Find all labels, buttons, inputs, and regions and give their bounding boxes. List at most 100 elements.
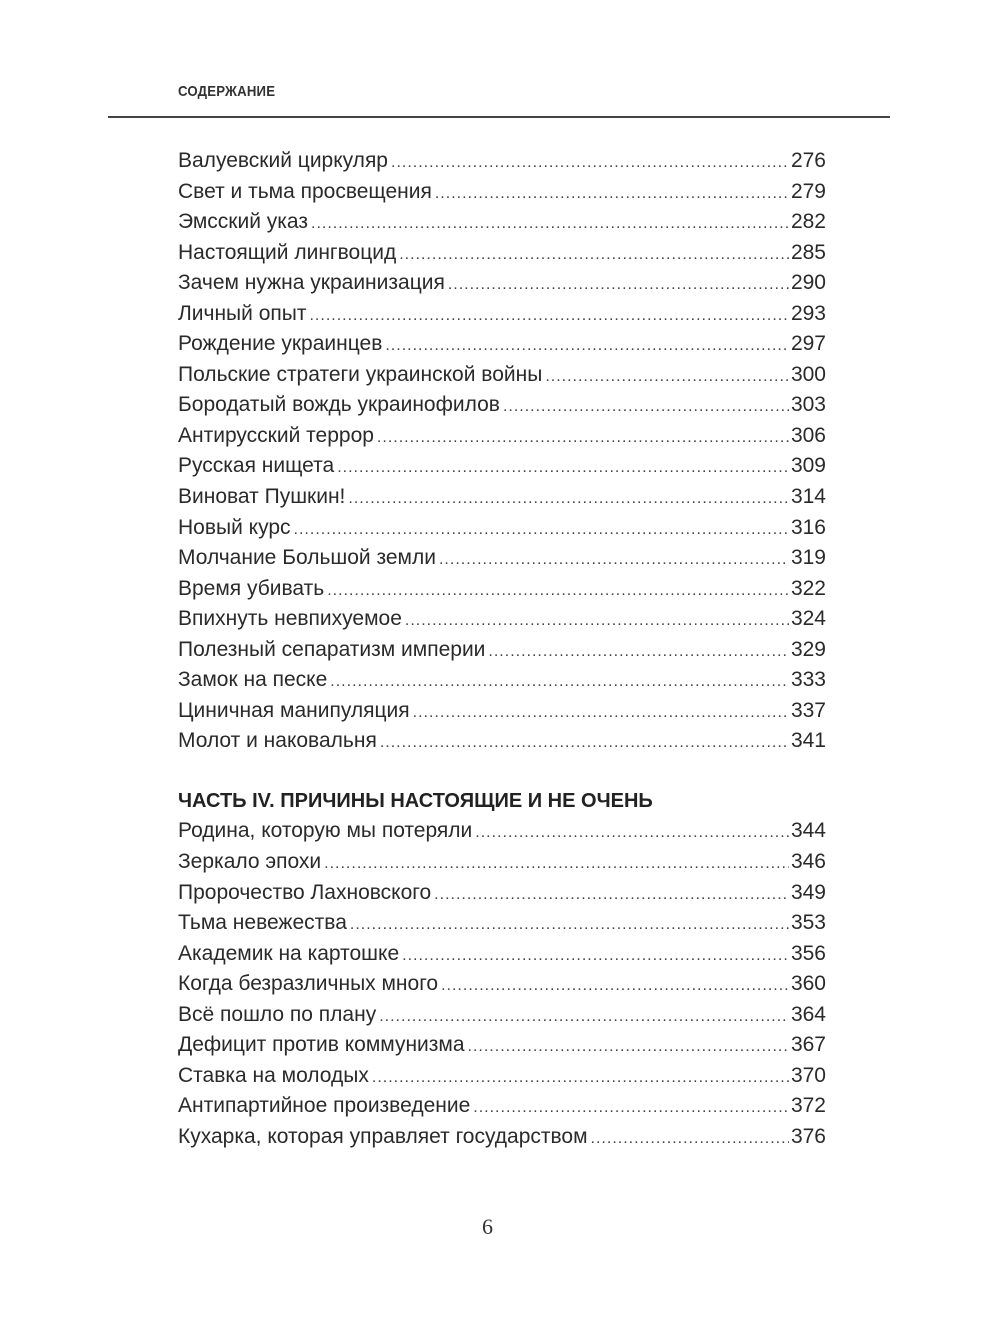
dot-leader (545, 362, 789, 393)
toc-entry: Впихнуть невпихуемое 324 (178, 604, 826, 635)
dot-leader (330, 667, 789, 698)
toc-entry-title: Валуевский циркуляр (178, 149, 388, 172)
dot-leader (503, 392, 789, 423)
toc-entry: Молчание Большой земли 319 (178, 543, 826, 574)
toc-entry-page: 356 (790, 941, 826, 965)
dot-leader (591, 1124, 789, 1155)
toc-entry: Полезный сепаратизм империи 329 (178, 635, 826, 666)
toc-entry-title: Русская нищета (178, 454, 335, 478)
toc-entry-page: 353 (790, 911, 826, 935)
toc-entry-title: Родина, которую мы потеряли (178, 819, 473, 843)
toc-entry-page: 333 (790, 668, 826, 692)
toc-entry-page: 279 (790, 179, 826, 203)
dot-leader (435, 179, 789, 210)
toc-entry: Академик на картошке 356 (178, 939, 826, 970)
toc-entry-title: Антипартийное произведение (178, 1094, 471, 1118)
dot-leader (377, 423, 789, 454)
toc-entry: Личный опыт 293 (178, 299, 826, 330)
header-rule (108, 116, 890, 118)
toc-entry-page: 290 (790, 271, 826, 295)
dot-leader (379, 1002, 789, 1033)
toc-entry-page: 329 (790, 637, 826, 661)
dot-leader (475, 818, 789, 849)
toc-entry-page: 282 (790, 210, 826, 234)
toc-entry-page: 376 (790, 1124, 826, 1148)
toc-entry-title: Польские стратеги украинской войны (178, 362, 543, 386)
toc-entry-title: Зачем нужна украинизация (178, 271, 445, 295)
page-number: 6 (482, 1214, 493, 1239)
toc-entry-title: Кухарка, которая управляет государством (178, 1124, 588, 1148)
toc-entry: Бородатый вождь украинофилов 303 (178, 390, 826, 421)
toc-entry: Эмсский указ 282 (178, 207, 826, 238)
toc-entry-page: 337 (790, 698, 826, 722)
dot-leader (391, 148, 789, 179)
toc-entry: Русская нищета 309 (178, 451, 826, 482)
toc-entry-title: Бородатый вождь украинофилов (178, 393, 500, 417)
toc-entry-title: Когда безразличных много (178, 972, 439, 996)
toc-entry-title: Замок на песке (178, 668, 328, 692)
toc-entry: Ставка на молодых 370 (178, 1061, 826, 1092)
toc-entry: Кухарка, которая управляет государством 3… (178, 1122, 826, 1153)
toc-entry-title: Академик на картошке (178, 941, 400, 965)
toc-entry-page: 306 (790, 423, 826, 447)
toc-entry-page: 370 (790, 1063, 826, 1087)
dot-leader (309, 301, 788, 332)
toc-entry: Виноват Пушкин! 314 (178, 482, 826, 513)
running-head: СОДЕРЖАНИЕ (178, 83, 276, 100)
toc-entry: Валуевский циркуляр 276 (178, 146, 826, 177)
toc-entry: Замок на песке 333 (178, 665, 826, 696)
toc-entry-page: 364 (790, 1002, 826, 1026)
toc-section-2: Родина, которую мы потеряли 344 Зеркало эп… (178, 816, 826, 1152)
toc-entry: Настоящий лингвоцид 285 (178, 238, 826, 269)
toc-entry-title: Впихнуть невпихуемое (178, 607, 402, 631)
toc-entry-page: 285 (790, 240, 826, 264)
toc-entry-page: 276 (790, 149, 826, 172)
toc-entry-title: Молот и наковальня (178, 729, 377, 753)
dot-leader (327, 576, 789, 607)
toc-entry-page: 303 (790, 393, 826, 417)
toc-entry: Всё пошло по плану 364 (178, 1000, 826, 1031)
toc-entry-page: 316 (790, 515, 826, 539)
dot-leader (441, 971, 789, 1002)
toc-entry: Молот и наковальня 341 (178, 726, 826, 757)
toc-entry-page: 293 (790, 301, 826, 325)
toc-entry: Антирусский террор 306 (178, 421, 826, 452)
dot-leader (294, 515, 789, 546)
toc-entry: Зачем нужна украинизация 290 (178, 268, 826, 299)
dot-leader (473, 1093, 789, 1124)
dot-leader (402, 941, 789, 972)
dot-leader (468, 1032, 789, 1063)
toc-entry-title: Антирусский террор (178, 423, 374, 447)
dot-leader (434, 880, 789, 911)
toc-entry-page: 319 (790, 546, 826, 570)
toc-entry-page: 297 (790, 332, 826, 356)
dot-leader (439, 545, 789, 576)
dot-leader (380, 728, 789, 759)
toc-entry: Пророчество Лахновского 349 (178, 878, 826, 909)
toc-entry-title: Эмсский указ (178, 210, 308, 234)
toc-entry-page: 322 (790, 576, 826, 600)
toc-entry-title: Тьма невежества (178, 911, 347, 935)
toc-entry-page: 314 (790, 485, 826, 509)
dot-leader (324, 849, 789, 880)
dot-leader (448, 270, 789, 301)
toc-entry-title: Молчание Большой земли (178, 546, 436, 570)
toc-entry-title: Новый курс (178, 515, 291, 539)
table-of-contents: Валуевский циркуляр 276 Свет и тьма просве… (178, 146, 826, 1153)
toc-entry-title: Время убивать (178, 576, 325, 600)
dot-leader (348, 484, 789, 515)
toc-entry-title: Всё пошло по плану (178, 1002, 377, 1026)
toc-entry-page: 349 (790, 880, 826, 904)
toc-entry: Время убивать 322 (178, 574, 826, 605)
part-heading: ЧАСТЬ IV. ПРИЧИНЫ НАСТОЯЩИЕ И НЕ ОЧЕНЬ (178, 789, 653, 812)
toc-entry-title: Рождение украинцев (178, 332, 383, 356)
dot-leader (399, 240, 789, 271)
toc-entry: Антипартийное произведение 372 (178, 1091, 826, 1122)
toc-entry-page: 309 (790, 454, 826, 478)
toc-entry: Новый курс 316 (178, 513, 826, 544)
dot-leader (405, 606, 789, 637)
dot-leader (488, 637, 789, 668)
toc-entry-title: Настоящий лингвоцид (178, 240, 397, 264)
toc-entry-page: 346 (790, 850, 826, 874)
dot-leader (350, 910, 789, 941)
